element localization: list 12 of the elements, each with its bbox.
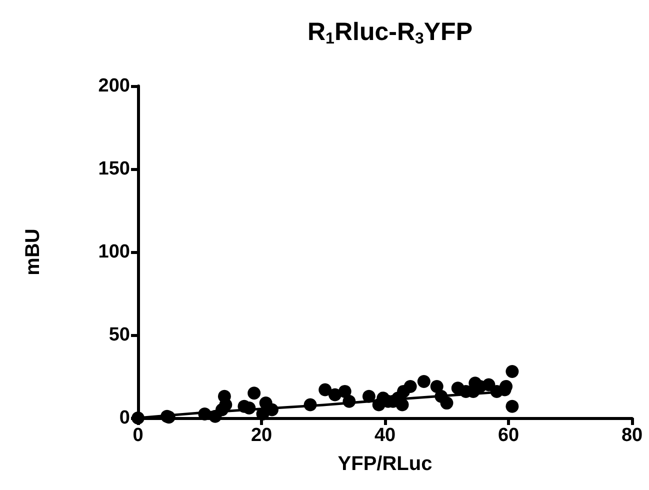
x-tick-label: 60 bbox=[498, 425, 520, 446]
x-tick-label: 80 bbox=[621, 425, 643, 446]
y-tick-label: 200 bbox=[98, 76, 130, 96]
x-tick-label: 20 bbox=[250, 425, 272, 446]
y-tick-label: 150 bbox=[98, 158, 130, 180]
y-axis-title: mBU bbox=[22, 228, 44, 276]
x-axis-title: YFP/RLuc bbox=[338, 453, 432, 475]
y-tick-label: 0 bbox=[119, 408, 130, 428]
x-tick-label: 0 bbox=[132, 425, 144, 446]
y-tick-label: 100 bbox=[98, 242, 130, 262]
y-tick-label: 50 bbox=[108, 324, 130, 346]
x-tick-label: 40 bbox=[374, 425, 396, 446]
